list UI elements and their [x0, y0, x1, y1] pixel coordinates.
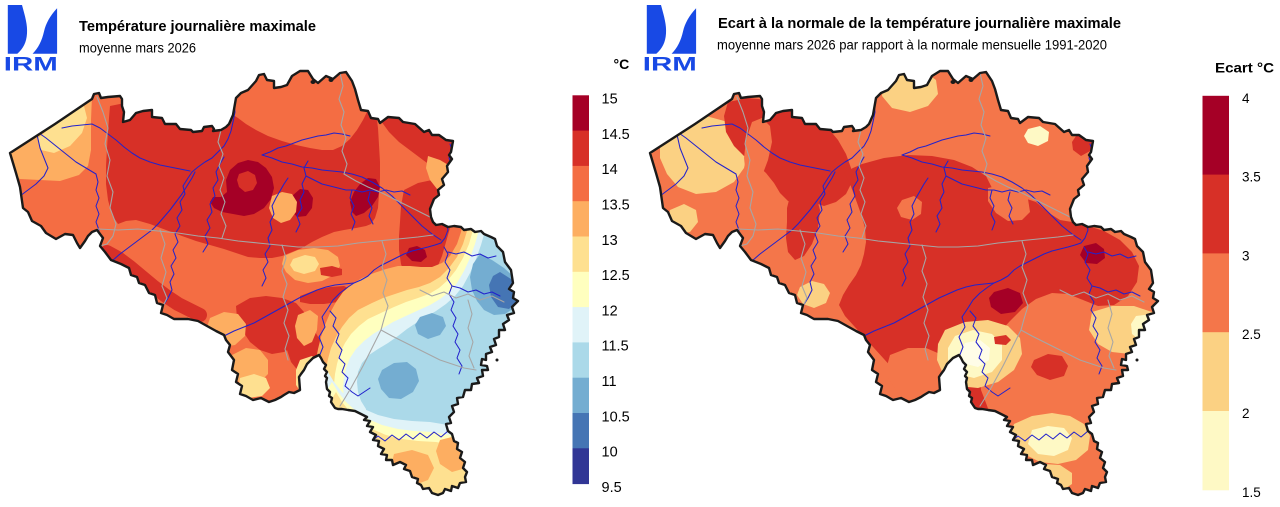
svg-text:2.5: 2.5 [1242, 327, 1261, 342]
svg-text:Ecart °C: Ecart °C [1215, 60, 1274, 76]
svg-text:3.5: 3.5 [1242, 170, 1261, 185]
svg-text:IRM: IRM [643, 54, 697, 76]
svg-text:moyenne mars 2026 par rapport: moyenne mars 2026 par rapport à la norma… [717, 38, 1107, 53]
svg-text:10: 10 [602, 445, 618, 461]
svg-text:12: 12 [602, 303, 618, 319]
svg-text:13.5: 13.5 [602, 198, 630, 214]
svg-text:15: 15 [602, 92, 618, 108]
svg-text:3: 3 [1242, 248, 1250, 263]
svg-text:IRM: IRM [4, 54, 58, 76]
svg-text:°C: °C [614, 56, 630, 72]
svg-text:9.5: 9.5 [602, 480, 622, 496]
svg-text:13: 13 [602, 233, 618, 249]
svg-text:14.5: 14.5 [602, 127, 630, 143]
svg-text:moyenne mars 2026: moyenne mars 2026 [79, 41, 196, 56]
svg-text:14: 14 [602, 162, 618, 178]
svg-text:2: 2 [1242, 406, 1250, 421]
svg-text:1.5: 1.5 [1242, 485, 1261, 500]
svg-text:11.5: 11.5 [602, 339, 629, 355]
svg-text:11: 11 [602, 374, 617, 390]
svg-text:10.5: 10.5 [602, 409, 630, 425]
svg-text:Ecart à la normale de la tempé: Ecart à la normale de la température jou… [718, 15, 1121, 32]
svg-text:4: 4 [1242, 91, 1250, 106]
svg-text:12.5: 12.5 [602, 268, 630, 284]
svg-text:Température journalière maxima: Température journalière maximale [79, 18, 316, 35]
